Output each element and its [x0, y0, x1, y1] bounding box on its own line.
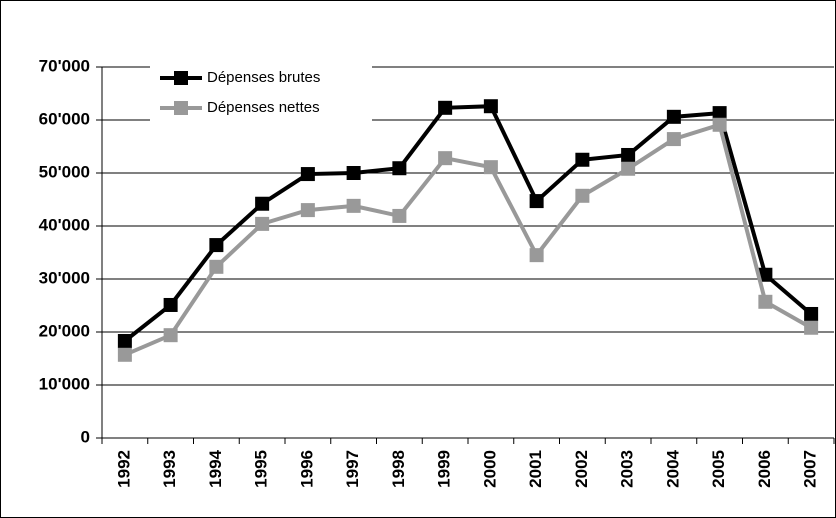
- marker: [438, 100, 453, 115]
- x-tick-label: 2005: [709, 450, 728, 488]
- marker: [529, 248, 544, 263]
- marker: [209, 259, 224, 274]
- x-tick-label: 1993: [160, 450, 179, 488]
- series-line: [123, 104, 813, 343]
- marker: [438, 151, 453, 166]
- marker: [529, 194, 544, 209]
- marker: [621, 147, 636, 162]
- marker: [117, 334, 132, 349]
- marker: [804, 306, 819, 321]
- marker: [758, 267, 773, 282]
- x-tick-label: 2004: [663, 449, 682, 487]
- marker: [163, 297, 178, 312]
- marker: [392, 161, 407, 176]
- x-tick-label: 2000: [480, 450, 499, 488]
- y-tick-label: 70'000: [39, 56, 90, 75]
- marker: [255, 196, 270, 211]
- x-tick-label: 1992: [114, 450, 133, 488]
- x-tick-label: 2001: [526, 450, 545, 488]
- marker: [346, 198, 361, 213]
- legend-marker: [174, 101, 188, 115]
- marker: [255, 216, 270, 231]
- marker: [483, 160, 498, 175]
- marker: [621, 161, 636, 176]
- x-tick-label: 2006: [755, 450, 774, 488]
- x-tick-label: 2007: [801, 450, 820, 488]
- marker: [575, 152, 590, 167]
- legend-label: Dépenses brutes: [207, 69, 320, 86]
- marker: [117, 347, 132, 362]
- x-tick-label: 2003: [618, 450, 637, 488]
- marker: [575, 188, 590, 203]
- marker: [712, 106, 727, 121]
- marker: [666, 109, 681, 124]
- x-tick-label: 1995: [252, 450, 271, 488]
- marker: [758, 294, 773, 309]
- x-tick-label: 1999: [435, 450, 454, 488]
- marker: [346, 166, 361, 180]
- y-tick-label: 20'000: [39, 321, 90, 340]
- legend-label: Dépenses nettes: [207, 99, 320, 116]
- marker: [300, 203, 315, 218]
- y-tick-label: 30'000: [39, 268, 90, 287]
- y-tick-label: 50'000: [39, 162, 90, 181]
- x-tick-label: 1998: [389, 450, 408, 488]
- marker: [804, 320, 819, 335]
- marker: [483, 99, 498, 114]
- marker: [163, 328, 178, 343]
- y-tick-label: 40'000: [39, 215, 90, 234]
- legend: Dépenses brutes Dépenses nettes: [150, 60, 372, 126]
- marker: [712, 117, 727, 132]
- x-tick-label: 2002: [572, 450, 591, 488]
- legend-marker: [174, 71, 188, 85]
- marker: [300, 167, 315, 182]
- marker: [392, 208, 407, 223]
- x-tick-label: 1994: [206, 449, 225, 487]
- series-line: [124, 122, 813, 357]
- y-tick-label: 10'000: [39, 374, 90, 393]
- x-tick-label: 1996: [297, 450, 316, 488]
- marker: [209, 238, 224, 253]
- y-tick-label: 0: [81, 427, 90, 446]
- marker: [666, 132, 681, 147]
- y-tick-label: 60'000: [39, 109, 90, 128]
- x-tick-label: 1997: [343, 450, 362, 488]
